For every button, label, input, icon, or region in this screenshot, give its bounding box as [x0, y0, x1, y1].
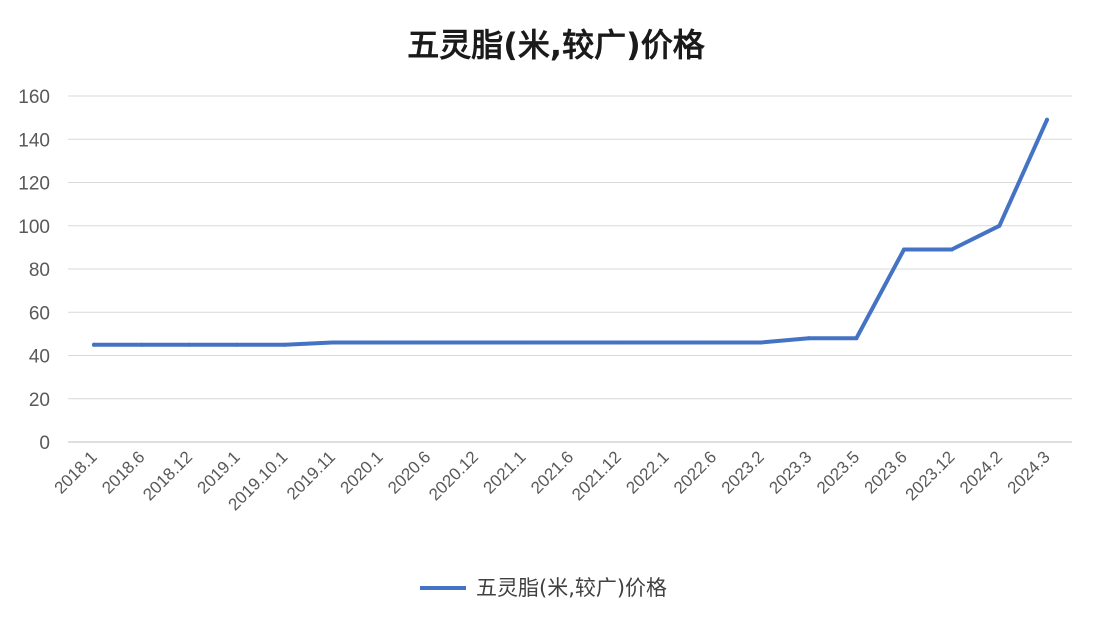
chart-title: 五灵脂(米,较广)价格 — [407, 26, 705, 64]
y-tick-label: 20 — [29, 390, 50, 411]
data-point — [854, 336, 859, 341]
x-tick-label: 2020.1 — [337, 447, 387, 497]
data-point — [377, 340, 382, 345]
gridlines — [68, 95, 1072, 443]
x-tick-label: 2023.5 — [813, 447, 863, 497]
x-tick-label: 2023.2 — [718, 447, 768, 497]
series-line — [92, 117, 1049, 347]
x-tick-label: 2018.12 — [139, 447, 196, 504]
x-tick-label: 2022.6 — [670, 447, 720, 497]
data-point — [759, 340, 764, 345]
legend-label: 五灵脂(米,较广)价格 — [476, 576, 667, 600]
y-tick-label: 80 — [29, 260, 50, 281]
data-point — [92, 342, 96, 347]
x-tick-label: 2023.3 — [765, 447, 815, 497]
y-tick-label: 0 — [39, 433, 50, 454]
legend: 五灵脂(米,较广)价格 — [420, 576, 667, 600]
y-tick-label: 160 — [18, 87, 50, 108]
x-tick-label: 2018.1 — [51, 447, 101, 497]
data-point — [997, 223, 1002, 228]
data-point — [568, 340, 573, 345]
x-axis-ticks: 2018.12018.62018.122019.12019.10.12019.1… — [51, 447, 1054, 514]
y-axis-ticks: 0 20 40 60 80 100 120 140 160 — [18, 87, 50, 454]
data-point — [139, 342, 144, 347]
x-tick-label: 2020.12 — [425, 447, 482, 504]
x-tick-label: 2023.12 — [902, 447, 959, 504]
data-point — [425, 340, 430, 345]
y-tick-label: 120 — [18, 174, 50, 195]
data-point — [187, 342, 192, 347]
x-tick-label: 2024.2 — [956, 447, 1006, 497]
data-point — [330, 340, 335, 345]
data-point — [234, 342, 239, 347]
data-point — [902, 247, 907, 252]
data-point — [711, 340, 716, 345]
x-tick-label: 2024.3 — [1004, 447, 1054, 497]
data-point — [473, 340, 478, 345]
y-tick-label: 40 — [29, 347, 50, 368]
data-point — [520, 340, 525, 345]
x-tick-label: 2021.12 — [568, 447, 625, 504]
data-point — [282, 342, 287, 347]
x-tick-label: 2021.1 — [479, 447, 529, 497]
x-tick-label: 2019.11 — [283, 447, 339, 503]
x-tick-label: 2022.1 — [622, 447, 672, 497]
y-tick-label: 100 — [18, 217, 50, 238]
series-layer — [92, 117, 1049, 347]
data-point — [1045, 117, 1049, 122]
y-tick-label: 140 — [18, 130, 50, 151]
data-point — [663, 340, 668, 345]
data-point — [616, 340, 621, 345]
data-point — [806, 336, 811, 341]
data-point — [949, 247, 954, 252]
y-tick-label: 60 — [29, 303, 50, 324]
